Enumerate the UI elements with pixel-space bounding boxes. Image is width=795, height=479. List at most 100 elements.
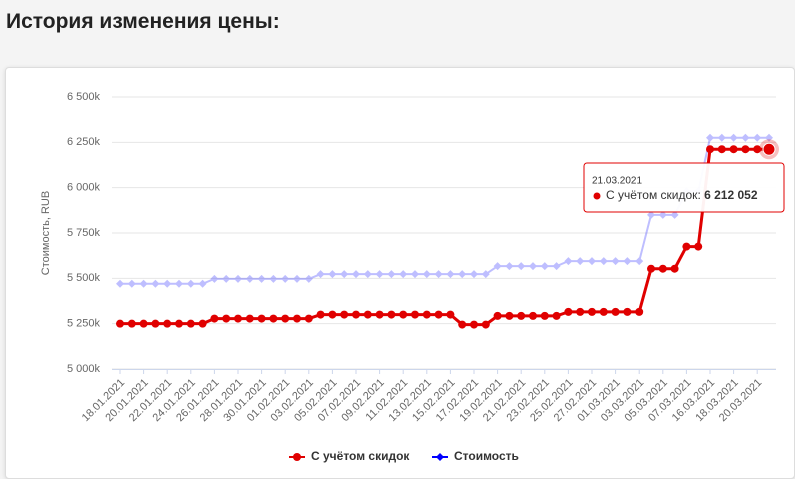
point (163, 279, 172, 288)
point (116, 319, 124, 328)
tooltip-box (583, 162, 785, 213)
point (340, 310, 349, 319)
page: {"header": {"title": "История изменения … (5, 10, 795, 479)
legend-label[interactable]: С учётом скидок (311, 449, 410, 463)
point (411, 310, 419, 319)
point (729, 145, 738, 154)
series-line (120, 136, 769, 285)
point (352, 310, 360, 319)
point (611, 257, 620, 266)
point (753, 133, 762, 142)
point (163, 319, 172, 328)
y-tick-label: 6 000k (67, 182, 101, 194)
point (127, 279, 136, 288)
point (198, 319, 207, 328)
point (328, 270, 337, 279)
point (706, 133, 714, 142)
point (741, 145, 750, 154)
point (269, 274, 278, 283)
point (139, 279, 148, 288)
point (411, 270, 419, 279)
point (281, 314, 290, 323)
point (647, 264, 655, 273)
y-axis-title: Стоимость, RUB (40, 191, 52, 275)
point (257, 274, 266, 283)
point (658, 264, 667, 273)
point (682, 242, 691, 251)
point (245, 314, 254, 323)
point (599, 307, 608, 316)
point (493, 262, 502, 271)
point (375, 270, 384, 279)
point (175, 279, 183, 288)
point (529, 311, 537, 320)
point (210, 314, 219, 323)
point (635, 257, 644, 266)
series (116, 145, 773, 329)
point (257, 314, 266, 323)
point (623, 307, 632, 316)
point (706, 145, 714, 154)
point (281, 274, 290, 283)
point (245, 274, 254, 283)
point (588, 307, 596, 316)
point (293, 274, 301, 283)
point (186, 279, 195, 288)
point (139, 319, 148, 328)
point (458, 320, 467, 329)
point (269, 314, 278, 323)
point (470, 270, 478, 279)
point (576, 307, 585, 316)
tooltip-date: 21.03.2021 (592, 176, 642, 187)
point (564, 307, 573, 316)
point (328, 310, 337, 319)
point (540, 262, 549, 271)
hover-point (762, 142, 776, 156)
point (375, 310, 384, 319)
point (658, 210, 667, 219)
chart: Стоимость, RUB 5 000k 5 250k 5 500k 5 750k 6… (40, 91, 785, 463)
point (505, 311, 514, 320)
point (588, 257, 596, 266)
point (387, 310, 396, 319)
point (599, 257, 608, 266)
y-tick-label: 6 500k (67, 91, 101, 103)
point (434, 270, 443, 279)
point (529, 262, 537, 271)
point (210, 274, 219, 283)
point (576, 257, 585, 266)
point (540, 311, 549, 320)
y-tick-label: 5 750k (67, 227, 101, 239)
point (363, 310, 372, 319)
point (234, 314, 242, 323)
point (316, 270, 325, 279)
point (552, 262, 561, 271)
point (127, 319, 136, 328)
point (186, 319, 195, 328)
point (399, 270, 408, 279)
point (399, 310, 408, 319)
point (647, 210, 655, 219)
point (363, 270, 372, 279)
point (304, 274, 313, 283)
legend-marker (293, 453, 301, 461)
point (198, 279, 207, 288)
legend-label[interactable]: Стоимость (454, 449, 519, 463)
point (434, 310, 443, 319)
point (222, 274, 231, 283)
point (481, 270, 490, 279)
point (446, 310, 455, 319)
tooltip-series: С учётом скидок (606, 188, 698, 202)
point (116, 279, 124, 288)
point (729, 133, 738, 142)
point (635, 307, 644, 316)
point (481, 320, 490, 329)
point (670, 210, 679, 219)
point (387, 270, 396, 279)
point (175, 319, 183, 328)
point (552, 311, 561, 320)
point (222, 314, 231, 323)
point (517, 311, 526, 320)
point (517, 262, 526, 271)
